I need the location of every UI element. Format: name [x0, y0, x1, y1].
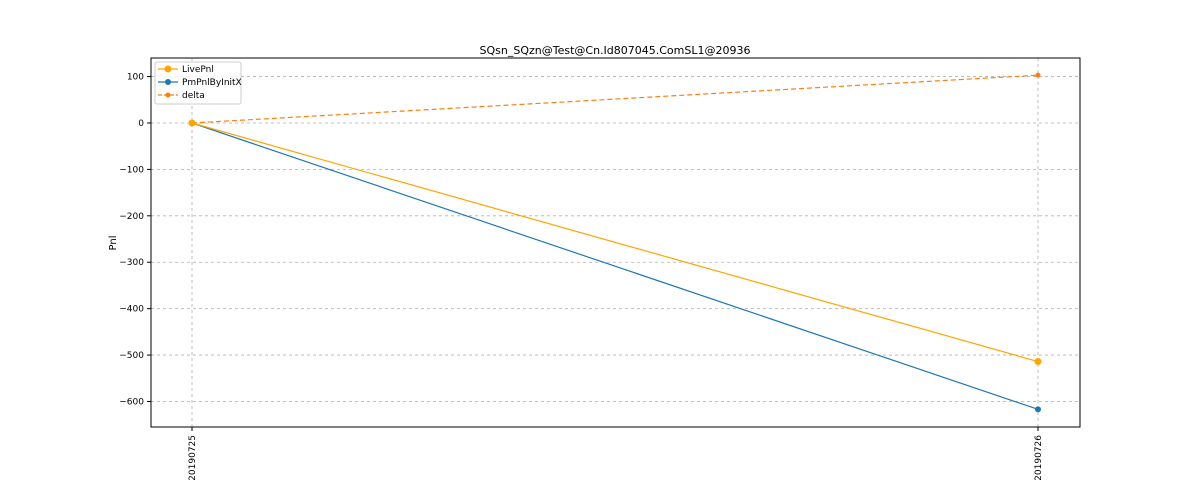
legend-box	[154, 61, 242, 105]
legend-label: delta	[182, 91, 205, 101]
legend-item-PmPnlByInitX: PmPnlByInitX	[158, 78, 242, 88]
y-tick-label: 100	[127, 73, 144, 83]
series-line	[191, 122, 1039, 410]
data-point	[1035, 406, 1041, 413]
legend-label: LivePnl	[182, 65, 214, 75]
y-tick-label: −500	[119, 351, 144, 361]
series-layer	[188, 72, 1042, 413]
y-tick-label: −600	[119, 397, 144, 407]
y-axis-label: Pnl	[108, 236, 119, 251]
data-point	[188, 119, 196, 127]
legend: LivePnl PmPnlByInitX delta	[154, 61, 242, 105]
y-tick-label: 0	[138, 119, 144, 129]
chart-title: SQsn_SQzn@Test@Cn.Id807045.ComSL1@20936	[480, 44, 751, 57]
y-tick-label: −200	[119, 212, 144, 222]
series-line	[191, 74, 1039, 124]
series-LivePnl	[188, 119, 1042, 366]
x-axis-ticks: 20190725 20190726	[188, 427, 1044, 480]
data-point	[1034, 358, 1042, 366]
x-tick-label: 20190726	[1034, 435, 1044, 480]
y-axis-ticks: 100 0 −100 −200 −300 −400 −500 −600	[119, 73, 151, 407]
legend-marker	[164, 65, 172, 73]
x-tick-label: 20190725	[188, 435, 198, 480]
y-tick-label: −400	[119, 305, 144, 315]
data-point	[1035, 72, 1041, 78]
y-tick-label: −100	[119, 165, 144, 175]
legend-marker	[165, 79, 171, 85]
series-line	[191, 122, 1039, 363]
legend-item-LivePnl: LivePnl	[158, 65, 214, 75]
y-tick-label: −300	[119, 258, 144, 268]
legend-item-delta: delta	[158, 91, 205, 101]
legend-marker	[165, 92, 171, 98]
legend-label: PmPnlByInitX	[182, 78, 242, 88]
plot-frame	[150, 57, 1081, 428]
